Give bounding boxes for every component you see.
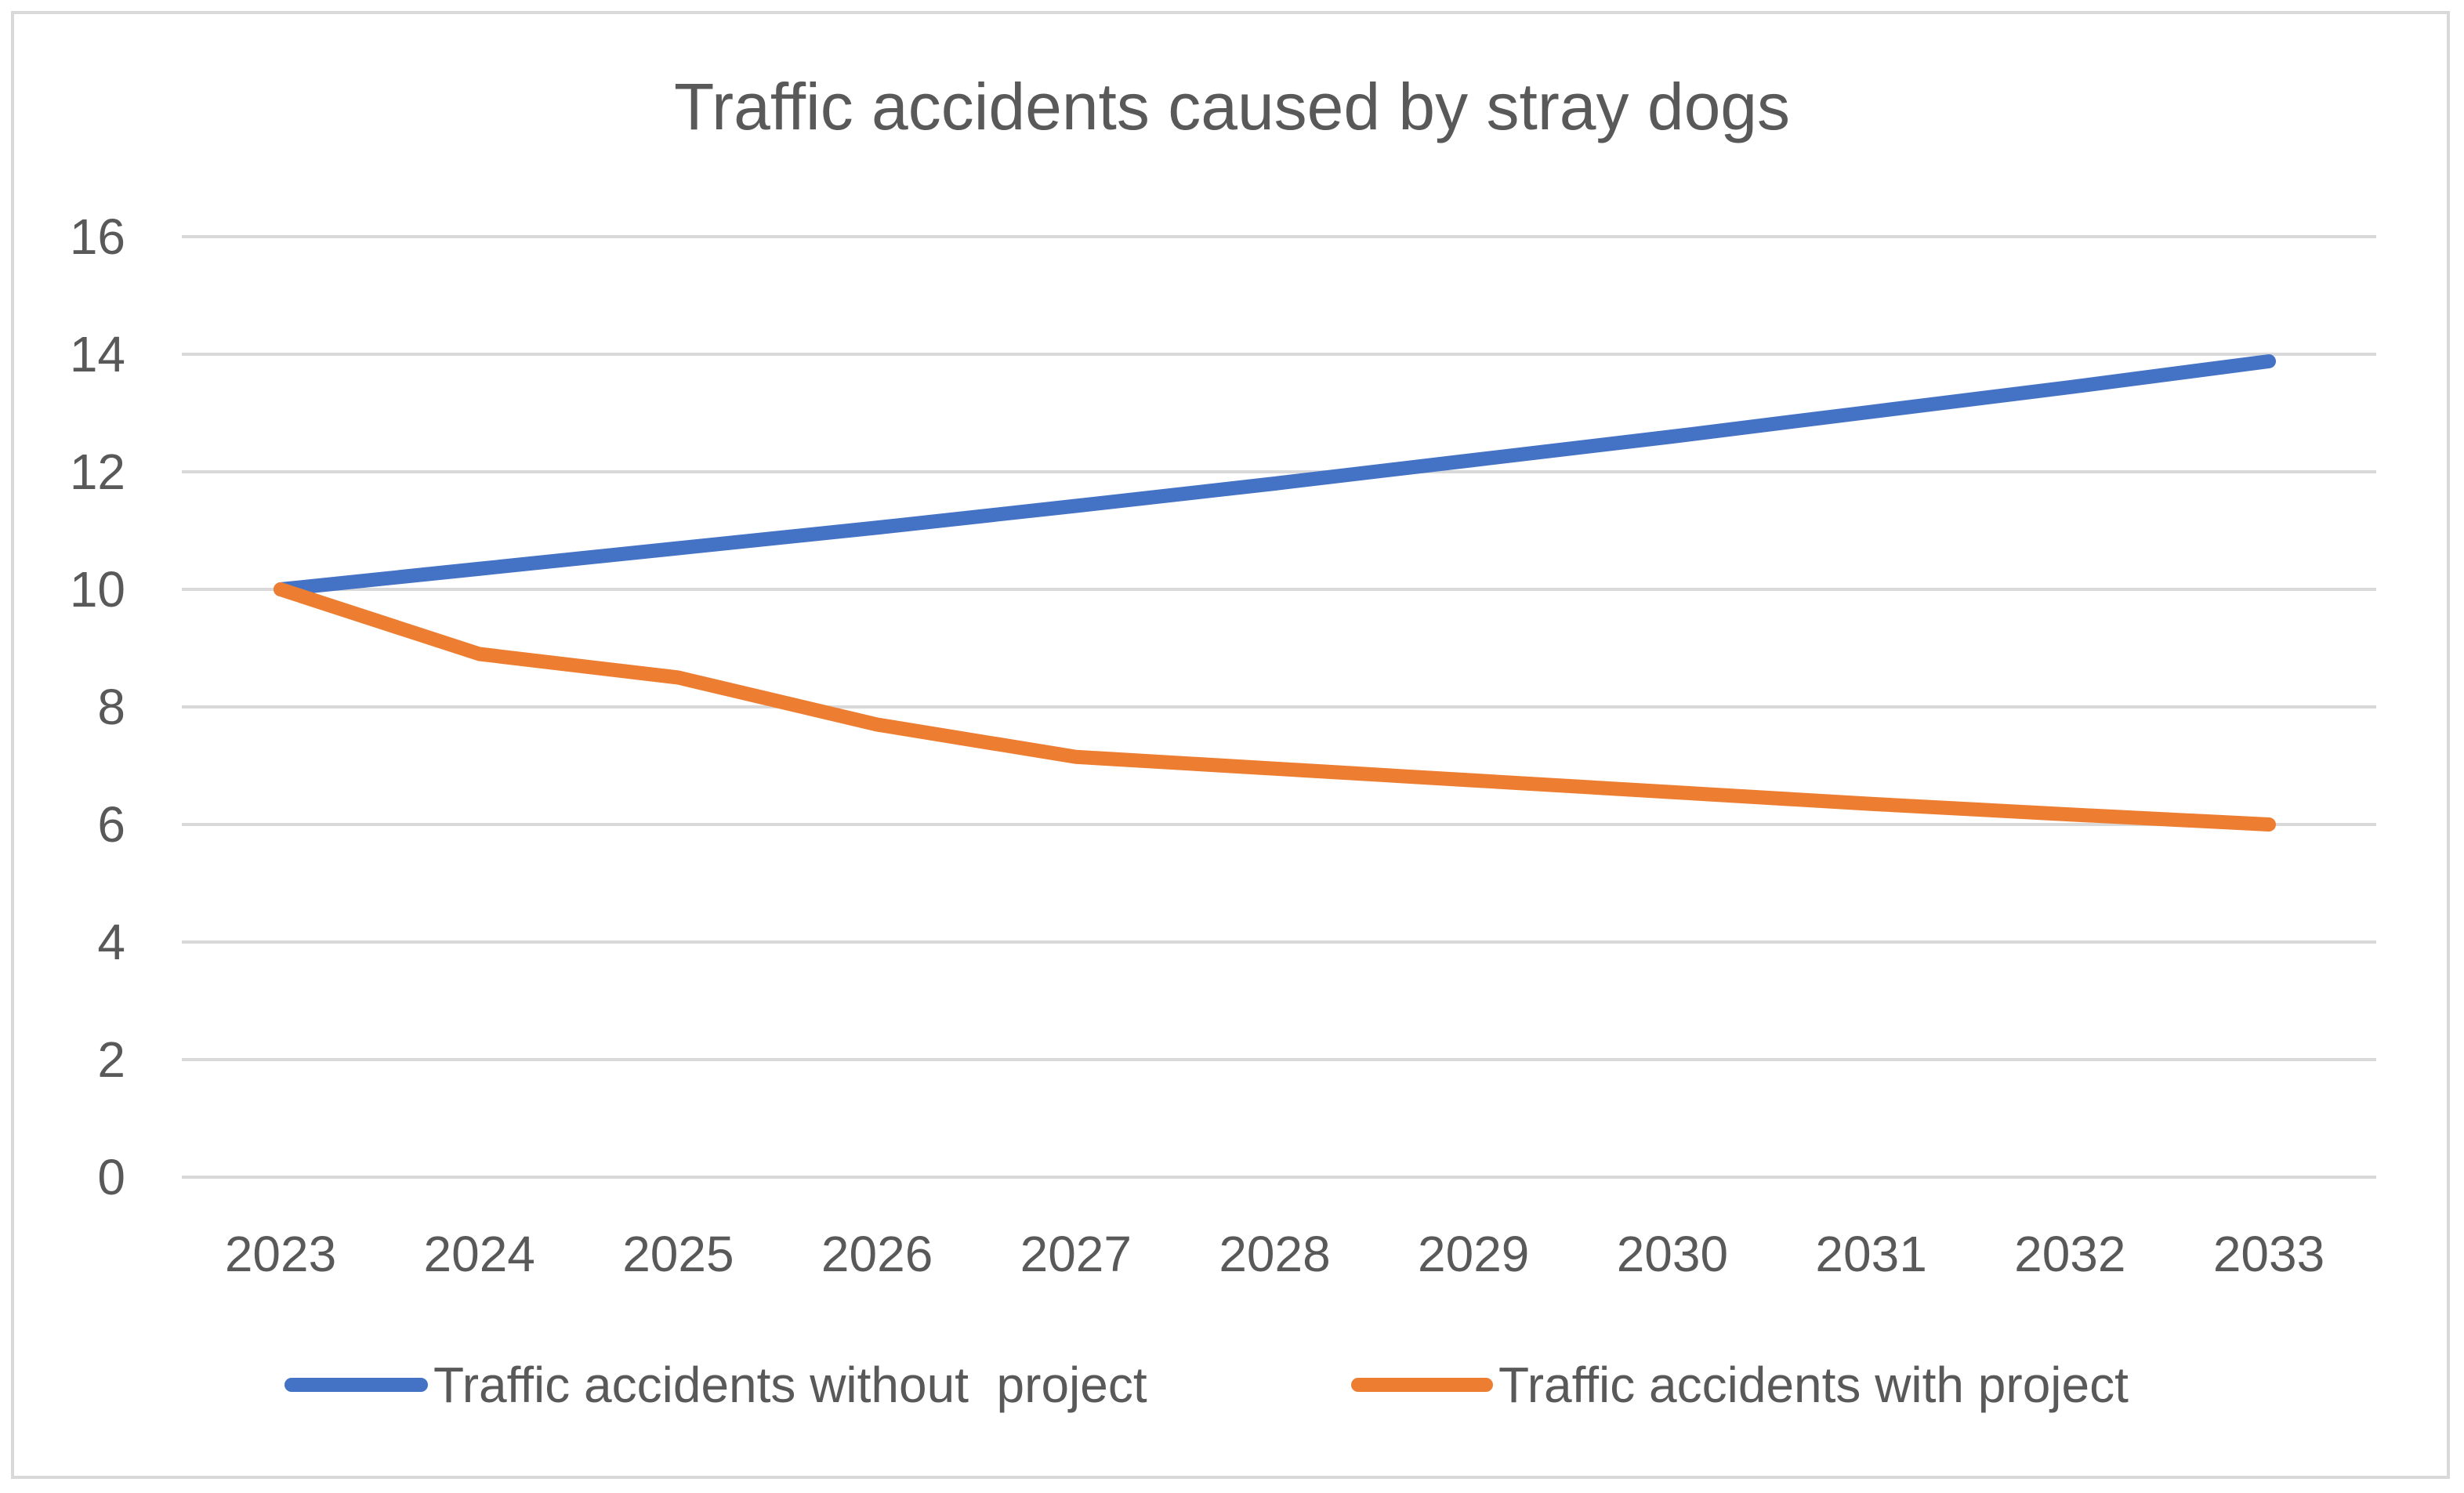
data-point xyxy=(479,654,480,655)
x-tick-label: 2026 xyxy=(821,1226,933,1282)
x-tick-label: 2029 xyxy=(1418,1226,1529,1282)
y-tick-label: 4 xyxy=(97,914,125,970)
data-point xyxy=(1672,436,1673,437)
x-tick-label: 2024 xyxy=(424,1226,535,1282)
series-line-0 xyxy=(274,354,2276,596)
data-point xyxy=(876,724,878,726)
series-lines xyxy=(274,354,2276,832)
x-tick-label: 2028 xyxy=(1219,1226,1330,1282)
chart-title: Traffic accidents caused by stray dogs xyxy=(674,70,1790,143)
y-axis-ticks: 0 2 4 6 8 10 12 14 16 xyxy=(70,208,125,1205)
data-point xyxy=(1274,483,1276,484)
x-tick-label: 2030 xyxy=(1617,1226,1728,1282)
legend-label-with-project: Traffic accidents with project xyxy=(1498,1357,2129,1413)
data-point xyxy=(677,677,679,679)
gridlines xyxy=(182,235,2376,1179)
series-line-1 xyxy=(274,582,2276,832)
chart-frame xyxy=(11,11,2450,1479)
x-tick-label: 2025 xyxy=(622,1226,734,1282)
y-tick-label: 10 xyxy=(70,561,125,618)
data-point xyxy=(1473,780,1474,781)
data-point xyxy=(677,548,679,549)
data-point xyxy=(876,527,878,528)
y-tick-label: 8 xyxy=(97,679,125,735)
data-point xyxy=(1871,803,1872,805)
x-tick-label: 2033 xyxy=(2213,1226,2324,1282)
data-point xyxy=(2069,386,2071,388)
x-tick-label: 2027 xyxy=(1020,1226,1132,1282)
x-tick-label: 2031 xyxy=(1815,1226,1926,1282)
y-tick-label: 0 xyxy=(97,1149,125,1205)
legend-label-without-project: Traffic accidents without project xyxy=(433,1357,1147,1413)
data-point xyxy=(1871,411,1872,413)
data-point xyxy=(1075,506,1077,507)
data-point xyxy=(2268,824,2270,825)
y-tick-label: 2 xyxy=(97,1031,125,1088)
x-axis-ticks: 2023 2024 2025 2026 2027 2028 2029 2030 2031 2032… xyxy=(225,1226,2324,1282)
data-point xyxy=(1672,792,1673,793)
data-point xyxy=(2268,361,2270,362)
data-point xyxy=(1473,459,1474,461)
y-tick-label: 14 xyxy=(70,326,125,382)
data-point xyxy=(2069,814,2071,815)
x-tick-label: 2032 xyxy=(2014,1226,2125,1282)
data-point xyxy=(479,568,480,570)
legend: Traffic accidents without project Traffi… xyxy=(284,1357,2129,1413)
y-tick-label: 12 xyxy=(70,444,125,500)
data-point xyxy=(1274,768,1276,770)
x-tick-label: 2023 xyxy=(225,1226,336,1282)
data-point xyxy=(1075,756,1077,758)
data-point xyxy=(280,589,281,590)
y-tick-label: 16 xyxy=(70,208,125,265)
y-tick-label: 6 xyxy=(97,796,125,853)
